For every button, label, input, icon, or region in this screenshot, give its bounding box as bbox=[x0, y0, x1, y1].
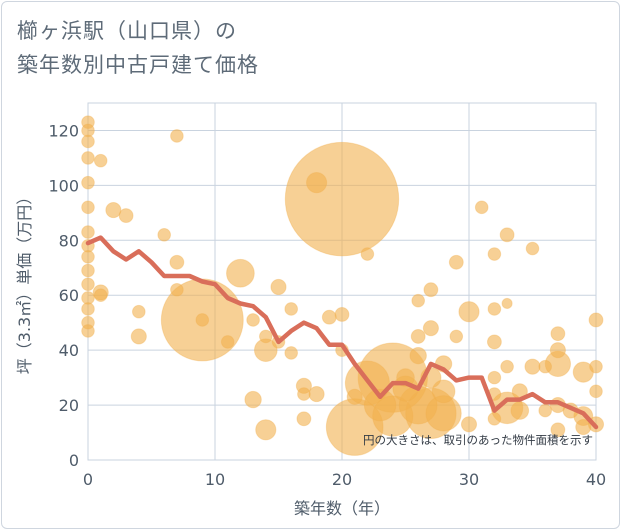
x-axis-label: 築年数（年） bbox=[294, 499, 390, 518]
y-tick-label: 60 bbox=[59, 286, 79, 305]
bubble-point bbox=[334, 307, 350, 322]
bubble-point bbox=[284, 346, 299, 360]
bubble-point bbox=[297, 387, 311, 401]
bubble-point bbox=[308, 386, 325, 403]
x-tick-label: 10 bbox=[205, 470, 225, 489]
bubble-point bbox=[170, 282, 184, 297]
bubble-point bbox=[549, 342, 566, 359]
bubble-point bbox=[486, 334, 502, 350]
bubble-point bbox=[130, 328, 147, 345]
bubble-point bbox=[81, 324, 95, 338]
bubble-point bbox=[550, 422, 566, 438]
bubble-point bbox=[246, 313, 260, 327]
bubble-point bbox=[589, 359, 603, 374]
bubble-point bbox=[487, 302, 502, 316]
x-tick-label: 30 bbox=[459, 470, 479, 489]
bubble-point bbox=[487, 247, 502, 261]
bubble-point bbox=[81, 249, 95, 264]
bubble-point bbox=[255, 419, 277, 441]
x-tick-label: 40 bbox=[586, 470, 606, 489]
bubble-point bbox=[538, 403, 553, 418]
y-tick-label: 120 bbox=[48, 121, 79, 140]
bubble-point bbox=[448, 254, 464, 270]
bubble-point bbox=[423, 282, 439, 298]
y-axis-label: 坪（3.3㎡）単価（万円） bbox=[15, 189, 34, 374]
bubble-point bbox=[487, 412, 502, 426]
bubble-point bbox=[487, 370, 502, 385]
bubble-point bbox=[81, 134, 95, 149]
title-line-2: 築年数別中古戸建て価格 bbox=[17, 53, 259, 77]
bubble-point bbox=[226, 258, 255, 288]
bubble-point bbox=[499, 227, 515, 243]
bubble-point bbox=[169, 254, 185, 270]
bubble-point bbox=[93, 153, 108, 168]
x-tick-label: 0 bbox=[83, 470, 93, 489]
bubble-point bbox=[270, 278, 287, 296]
bubble-point bbox=[589, 384, 603, 399]
bubble-point bbox=[81, 263, 95, 278]
bubble-point bbox=[81, 151, 95, 165]
x-tick-label: 20 bbox=[332, 470, 352, 489]
size-note: 円の大きさは、取引のあった物件面積を示す bbox=[363, 433, 593, 447]
bubble-point bbox=[170, 129, 184, 143]
y-tick-label: 40 bbox=[59, 341, 79, 360]
bubble-point bbox=[525, 241, 540, 256]
bubble-point bbox=[81, 302, 95, 316]
bubble-point bbox=[460, 416, 478, 433]
bubble-point bbox=[346, 388, 363, 405]
bubble-point bbox=[81, 225, 95, 239]
bubble-point bbox=[220, 335, 235, 349]
y-tick-label: 100 bbox=[48, 176, 79, 195]
bubble-point bbox=[510, 401, 530, 420]
bubble-point bbox=[501, 297, 513, 310]
y-tick-label: 0 bbox=[69, 451, 79, 470]
title-line-1: 櫛ヶ浜駅（山口県）の bbox=[17, 19, 237, 43]
bubble-point bbox=[306, 172, 328, 194]
bubble-point bbox=[409, 346, 427, 365]
bubble-point bbox=[157, 228, 171, 242]
bubble-point bbox=[538, 359, 553, 374]
bubble-point bbox=[500, 359, 514, 374]
bubble-point bbox=[284, 141, 400, 257]
bubble-point bbox=[259, 329, 273, 344]
x-tick-labels: 0 10 20 30 40 bbox=[83, 470, 606, 489]
bubble-point bbox=[422, 320, 439, 337]
bubble-point bbox=[195, 313, 210, 327]
bubble-point bbox=[360, 247, 375, 261]
bubble-point bbox=[363, 388, 397, 422]
bubble-point bbox=[81, 277, 95, 292]
bubble-point bbox=[321, 309, 337, 325]
bubble-point bbox=[431, 379, 456, 404]
bubble-point bbox=[93, 288, 108, 303]
bubble-point bbox=[474, 200, 489, 215]
trend-line bbox=[85, 235, 599, 430]
bubble-point bbox=[588, 312, 604, 328]
bubble-point bbox=[81, 200, 95, 215]
y-tick-labels: 0 20 40 60 80 100 120 bbox=[48, 121, 79, 470]
bubble-point bbox=[449, 329, 464, 344]
bubble-point bbox=[296, 411, 312, 427]
bubble-point bbox=[81, 175, 95, 190]
bubble-point bbox=[411, 293, 426, 308]
bubble-point bbox=[550, 326, 566, 342]
bubble-point bbox=[244, 390, 262, 409]
bubble-point bbox=[458, 301, 480, 323]
bubble-point bbox=[284, 302, 299, 316]
bubble-point bbox=[132, 304, 146, 319]
y-tick-label: 80 bbox=[59, 231, 79, 250]
bubble-point bbox=[105, 202, 122, 219]
bubble-point bbox=[524, 358, 541, 375]
page-title: 櫛ヶ浜駅（山口県）の 築年数別中古戸建て価格 bbox=[17, 14, 259, 82]
bubble-series bbox=[81, 115, 605, 456]
bubble-point bbox=[410, 328, 426, 344]
bubble-point bbox=[118, 208, 134, 224]
y-tick-label: 20 bbox=[59, 396, 79, 415]
